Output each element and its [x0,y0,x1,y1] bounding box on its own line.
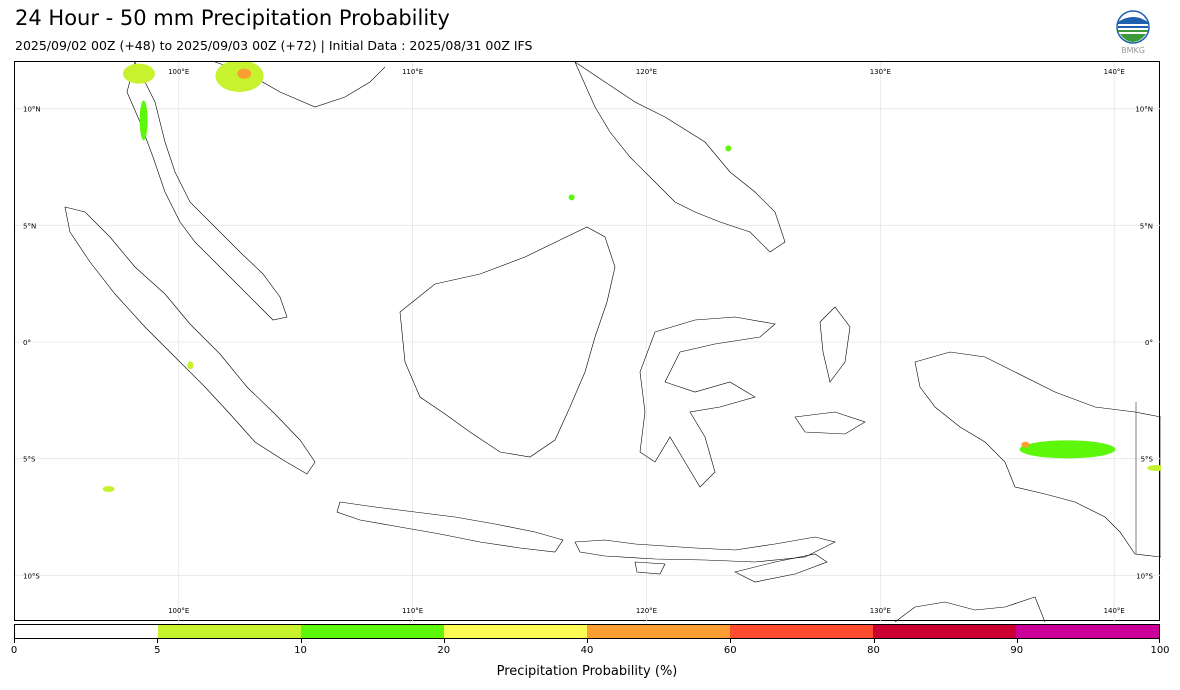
precip-area-mindanao [725,145,732,152]
lat-labels-right: 10°N 5°N 0° 5°S 10°S [1135,106,1153,581]
colorbar-tick [443,639,445,643]
colorbar-tick-label: 60 [723,645,737,656]
lat-label-right: 10°S [1136,572,1153,580]
lat-label-right: 10°N [1135,106,1153,114]
lat-label-left: 5°S [23,456,36,464]
colorbar-segment [301,625,444,638]
lat-label-right: 5°N [1140,222,1153,230]
svg-text:BMKG: BMKG [1121,46,1145,55]
colorbar-tick [1016,639,1018,643]
colorbar-tick-label: 10 [294,645,307,656]
colorbar-tick-label: 80 [867,645,880,656]
colorbar-tick [300,639,302,643]
colorbar-tick-label: 20 [437,645,451,656]
lat-label-left: 10°N [23,106,41,114]
islands-maluku [794,306,866,435]
landmass-australia [894,596,1046,622]
colorbar-segment [444,625,587,638]
lon-label-bottom: 120°E [636,607,657,615]
lat-label-left: 5°N [23,222,36,230]
colorbar-segment [158,625,301,638]
colorbar-tick-label: 40 [580,645,594,656]
colorbar-segment [587,625,730,638]
colorbar-tick [873,639,875,643]
island-sumatra [64,206,316,475]
colorbar [14,624,1160,639]
colorbar-tick [730,639,732,643]
lon-label-bottom: 100°E [168,607,189,615]
coastlines [64,62,1161,622]
precip-area-burma-coast [139,100,148,141]
colorbar-ticks: 0 5 10 20 40 60 80 90 100 [10,639,1170,659]
island-sulawesi [639,316,776,488]
lon-label-top: 110°E [402,68,423,76]
island-java [336,501,564,553]
colorbar-tick [157,639,159,643]
colorbar-tick-label: 0 [10,645,18,656]
precip-area-northern-thailand [122,63,155,84]
island-sumba [634,561,666,575]
colorbar-tick [587,639,588,643]
colorbar-tick [14,639,15,643]
precip-area-west-sumatra [187,361,194,370]
colorbar-segment [873,625,1016,638]
lon-labels-top: 100°E 110°E 120°E 130°E 140°E [168,68,1125,76]
precip-area-cambodia-core [237,68,252,79]
bmkg-logo-icon: BMKG [1112,10,1154,56]
lon-label-bottom: 110°E [402,607,423,615]
colorbar-label: Precipitation Probability (%) [496,664,678,679]
lon-label-top: 100°E [168,68,189,76]
island-new-guinea [914,351,1161,558]
colorbar-tick-label: 5 [154,645,161,656]
lon-label-top: 130°E [870,68,891,76]
island-timor [734,553,828,583]
lon-label-top: 120°E [636,68,657,76]
islands-philippines [574,62,786,253]
colorbar-tick-label: 100 [1150,645,1170,656]
colorbar-segment [730,625,873,638]
lat-label-left: 0° [23,339,31,347]
lon-label-bottom: 130°E [870,607,891,615]
page-subtitle: 2025/09/02 00Z (+48) to 2025/09/03 00Z (… [15,38,533,53]
precip-area-papua-highlands-core [1021,441,1030,448]
lon-label-bottom: 140°E [1104,607,1125,615]
precip-area-papua-highlands [1019,440,1116,459]
map-grid [15,62,1161,622]
precip-area-png-east [1147,465,1161,471]
precip-area-sabah-offshore [568,194,575,201]
islands-nusa-tenggara [574,536,836,563]
lat-label-right: 5°S [1141,456,1154,464]
map-canvas: 100°E 110°E 120°E 130°E 140°E 100°E 110°E 120°… [15,62,1161,622]
lon-labels-bottom: 100°E 110°E 120°E 130°E 140°E [168,607,1125,615]
island-borneo [399,226,616,458]
landmass-indochina [126,62,288,321]
lat-label-right: 0° [1145,339,1153,347]
lat-labels-left: 10°N 5°N 0° 5°S 10°S [23,106,41,581]
page-title: 24 Hour - 50 mm Precipitation Probabilit… [15,6,450,30]
colorbar-tick [1159,639,1160,643]
precip-areas [102,62,1161,492]
precipitation-map: 100°E 110°E 120°E 130°E 140°E 100°E 110°E 120°… [14,61,1161,622]
precip-area-indian-ocean [102,486,115,492]
colorbar-segment [1016,625,1159,638]
lat-label-left: 10°S [23,572,40,580]
colorbar-segment [15,625,158,638]
lon-label-top: 140°E [1104,68,1125,76]
colorbar-tick-label: 90 [1010,645,1024,656]
